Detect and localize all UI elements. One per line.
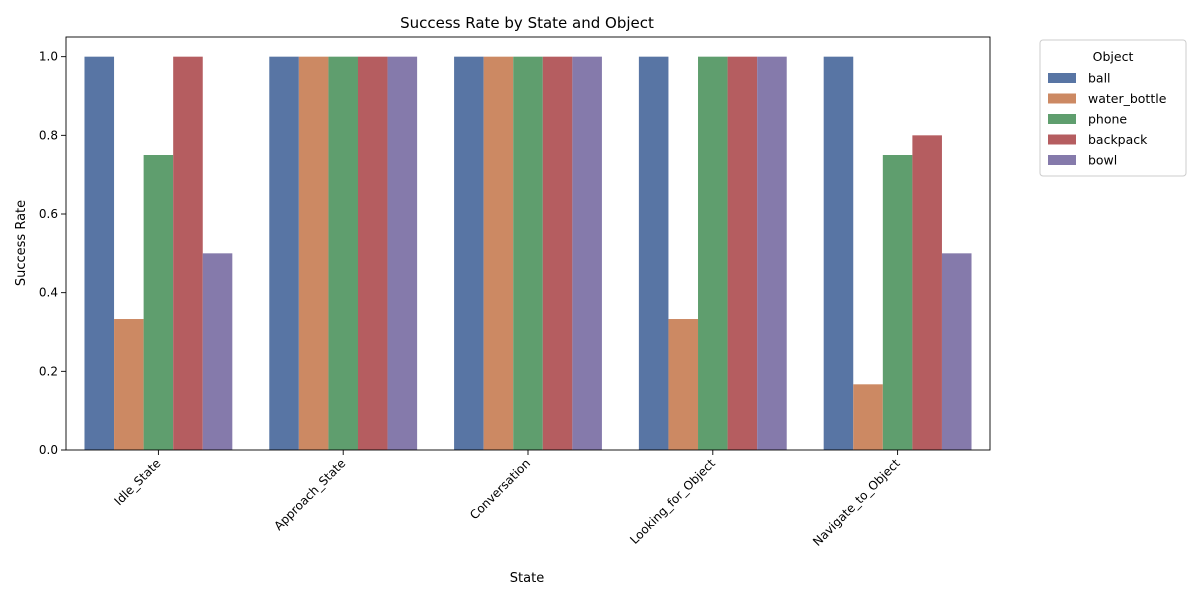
plot-frame: [65, 36, 991, 451]
bar-phone-Conversation: [513, 56, 543, 451]
legend-label-water_bottle: water_bottle: [1084, 91, 1167, 106]
bar-bowl-Approach_State: [387, 56, 418, 451]
y-tick-label: 0.4: [39, 286, 58, 300]
legend: Object ball water_bottle phone backpack …: [1039, 39, 1187, 177]
x-tick-label: Navigate_to_Object: [810, 456, 903, 549]
bar-water_bottle-Approach_State: [298, 56, 329, 451]
bars-group: [84, 56, 972, 451]
legend-label-backpack: backpack: [1084, 132, 1148, 147]
x-tick-label: Looking_for_Object: [627, 456, 718, 547]
bar-bowl-Conversation: [572, 56, 602, 451]
bar-ball-Navigate_to_Object: [823, 56, 854, 451]
bar-water_bottle-Idle_State: [114, 319, 144, 450]
legend-swatch-phone: [1048, 114, 1076, 124]
x-axis: Idle_State Approach_State Conversation Look…: [111, 450, 903, 549]
y-tick-label: 0.2: [39, 364, 58, 378]
y-tick-label: 0.8: [39, 128, 58, 142]
bar-bowl-Navigate_to_Object: [941, 253, 972, 450]
legend-label-bowl: bowl: [1084, 153, 1117, 168]
legend-swatch-water_bottle: [1048, 93, 1076, 104]
x-tick-label: Conversation: [467, 456, 533, 522]
bar-water_bottle-Looking_for_Object: [668, 319, 699, 450]
legend-frame: [1039, 39, 1187, 177]
bar-phone-Looking_for_Object: [698, 56, 728, 451]
bar-water_bottle-Navigate_to_Object: [853, 384, 883, 450]
bar-ball-Conversation: [454, 56, 484, 451]
bar-phone-Navigate_to_Object: [882, 155, 913, 450]
y-tick-label: 0.0: [39, 443, 58, 457]
bar-backpack-Conversation: [542, 56, 573, 451]
legend-label-ball: ball: [1084, 71, 1111, 86]
x-tick-label: Approach_State: [271, 456, 348, 533]
legend-swatch-ball: [1048, 73, 1076, 83]
bar-water_bottle-Conversation: [483, 56, 514, 451]
bar-backpack-Navigate_to_Object: [912, 135, 942, 450]
bar-ball-Idle_State: [84, 56, 115, 451]
bar-backpack-Idle_State: [173, 56, 203, 451]
bar-phone-Idle_State: [143, 155, 174, 450]
bar-backpack-Approach_State: [357, 56, 388, 451]
x-axis-label: State: [510, 571, 544, 586]
chart-title: Success Rate by State and Object: [400, 14, 654, 32]
legend-swatch-bowl: [1048, 155, 1076, 165]
bar-ball-Approach_State: [269, 56, 299, 451]
legend-swatch-backpack: [1048, 134, 1076, 145]
y-axis: 0.0 0.2 0.4 0.6 0.8 1.0: [39, 50, 66, 457]
bar-backpack-Looking_for_Object: [727, 56, 758, 451]
bar-bowl-Looking_for_Object: [757, 56, 787, 451]
legend-title: Object: [1093, 49, 1134, 64]
y-tick-label: 0.6: [39, 207, 58, 221]
y-tick-label: 1.0: [39, 50, 58, 64]
bar-bowl-Idle_State: [202, 253, 233, 450]
x-tick-label: Idle_State: [111, 456, 163, 508]
bar-ball-Looking_for_Object: [638, 56, 669, 451]
y-axis-label: Success Rate: [14, 200, 29, 286]
legend-label-phone: phone: [1084, 112, 1127, 127]
bar-phone-Approach_State: [328, 56, 358, 451]
